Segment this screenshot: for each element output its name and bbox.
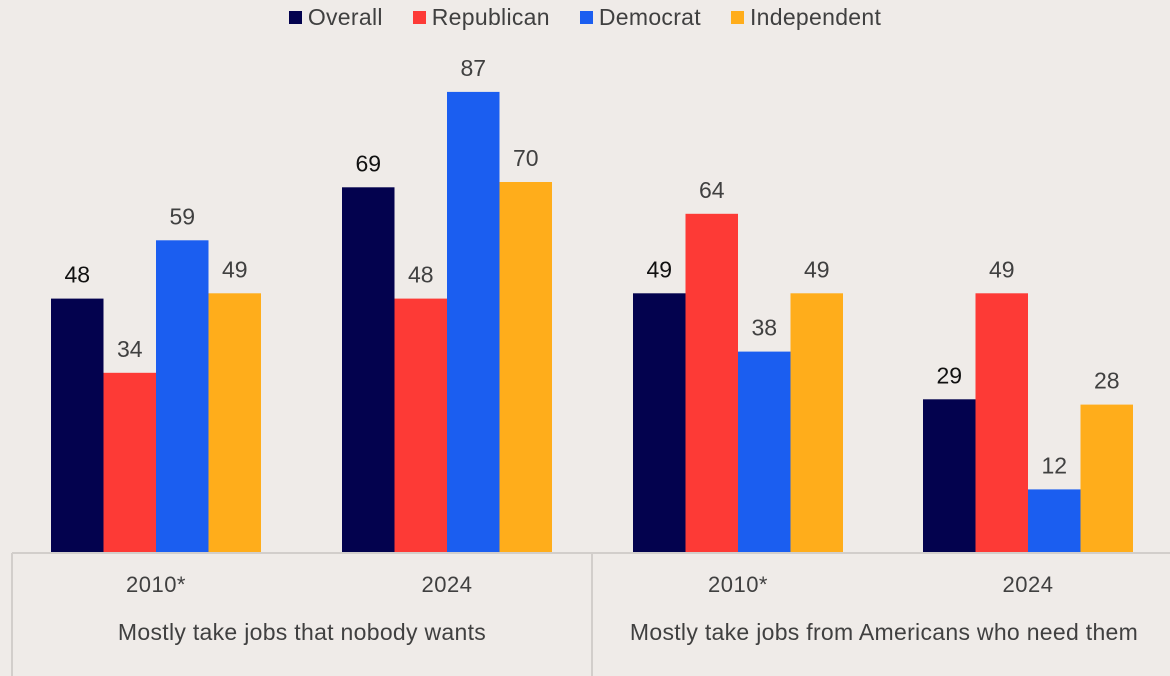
data-label: 69 — [355, 150, 381, 176]
group-label-nobody-wants: Mostly take jobs that nobody wants — [117, 619, 487, 645]
legend-swatch-independent — [730, 11, 744, 24]
data-label: 38 — [751, 315, 777, 341]
x-tick-label: 2024 — [1002, 572, 1054, 597]
bar-republican — [685, 213, 738, 554]
legend-swatch-democrat — [579, 11, 593, 24]
data-label: 49 — [222, 256, 248, 282]
data-label: 34 — [117, 336, 143, 362]
legend-swatch-overall — [288, 11, 302, 24]
data-label: 70 — [513, 145, 539, 171]
bar-democrat — [447, 91, 500, 554]
legend-label-democrat: Democrat — [598, 4, 701, 30]
data-label: 49 — [646, 256, 672, 282]
legend-item-republican: Republican — [412, 4, 550, 31]
bar-republican — [394, 298, 447, 553]
bar-republican — [103, 372, 156, 553]
bar-independent — [1080, 404, 1133, 553]
bar-independent — [499, 182, 552, 553]
group-label-from-americans: Mostly take jobs from Americans who need… — [629, 619, 1139, 645]
bar-independent — [208, 293, 261, 553]
data-label: 48 — [408, 262, 434, 288]
chart-legend: Overall Republican Democrat Independent — [0, 4, 1170, 31]
x-tick-label: 2010* — [125, 572, 186, 597]
bar-democrat — [156, 240, 209, 554]
data-label: 49 — [804, 256, 830, 282]
legend-label-independent: Independent — [749, 4, 882, 30]
data-label: 87 — [460, 55, 486, 81]
legend-item-overall: Overall — [288, 4, 383, 31]
data-label: 49 — [989, 256, 1015, 282]
bar-overall — [342, 187, 395, 554]
data-label: 64 — [699, 177, 725, 203]
x-tick-label: 2010* — [707, 572, 768, 597]
data-label: 29 — [936, 362, 962, 388]
legend-label-republican: Republican — [431, 4, 550, 30]
legend-label-overall: Overall — [307, 4, 383, 30]
bar-democrat — [1028, 489, 1081, 553]
legend-item-democrat: Democrat — [579, 4, 701, 31]
data-label: 48 — [64, 262, 90, 288]
data-label: 12 — [1041, 452, 1067, 478]
bar-overall — [923, 399, 976, 553]
bar-overall — [51, 298, 104, 553]
legend-item-independent: Independent — [730, 4, 882, 31]
bar-overall — [633, 293, 686, 553]
data-label: 59 — [169, 203, 195, 229]
x-tick-label: 2024 — [421, 572, 473, 597]
legend-swatch-republican — [412, 11, 426, 24]
data-label: 28 — [1094, 368, 1120, 394]
bar-republican — [975, 293, 1028, 553]
bar-democrat — [738, 351, 791, 553]
bar-independent — [790, 293, 843, 553]
